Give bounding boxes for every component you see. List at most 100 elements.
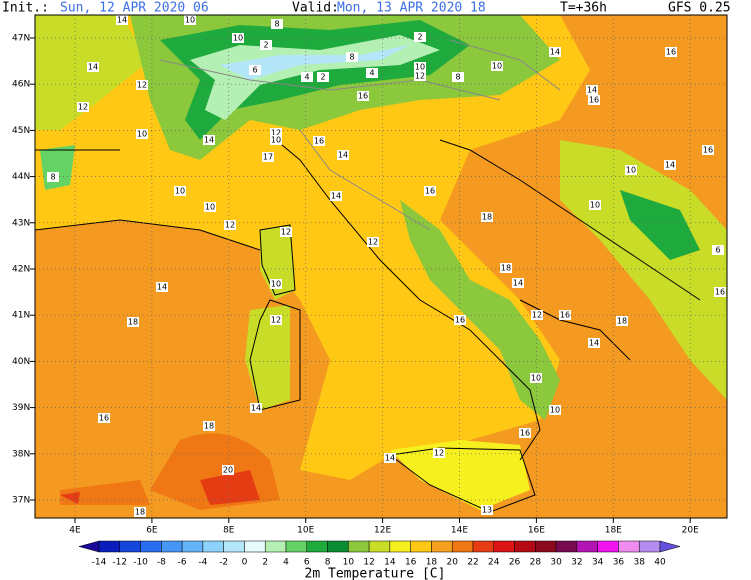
colorbar-box [202, 540, 224, 553]
contour-label-bg [712, 245, 724, 255]
contour-label: 12 [415, 72, 425, 81]
colorbar-box [306, 540, 328, 553]
contour-label-bg [136, 129, 148, 139]
contour-label: 16 [99, 414, 109, 423]
contour-label-bg [616, 316, 628, 326]
lat-label: 42N [12, 265, 30, 275]
contour-label-bg [491, 61, 503, 71]
contour-label: 14 [665, 161, 675, 170]
colorbar-box [535, 540, 557, 553]
contour-label-bg [224, 220, 236, 230]
colorbar-tick-label: 0 [242, 558, 248, 568]
contour-label: 4 [304, 73, 309, 82]
contour-label: 14 [550, 48, 560, 57]
contour-label: 10 [415, 63, 425, 72]
contour-label: 14 [385, 454, 395, 463]
contour-label-bg [204, 202, 216, 212]
contour-label: 12 [281, 228, 291, 237]
lon-label: 20E [682, 526, 699, 536]
colorbar-tick-label: 30 [550, 558, 562, 568]
colorbar-tick-label: 12 [363, 558, 374, 568]
lat-label: 47N [12, 34, 30, 44]
contour-label-bg [203, 421, 215, 431]
contour-label-bg [414, 62, 426, 72]
zone [220, 45, 410, 80]
contour-label: 12 [368, 238, 378, 247]
colorbar-tick-label: 8 [325, 558, 331, 568]
colorbar-box [98, 540, 121, 553]
zone [560, 140, 727, 400]
colorbar-tick-label: 36 [613, 558, 625, 568]
contour-label: 8 [455, 73, 460, 82]
contour-label: 6 [715, 246, 720, 255]
contour-label: 12 [271, 316, 281, 325]
colorbar-tick-label: 22 [467, 558, 478, 568]
contour-label-bg [549, 47, 561, 57]
contour-label: 14 [204, 136, 214, 145]
contour-label-bg [330, 191, 342, 201]
colorbar-box [348, 540, 370, 553]
contour-label-bg [77, 102, 89, 112]
colorbar-box [223, 540, 245, 553]
contour-label: 10 [550, 406, 560, 415]
contour-label-bg [414, 71, 426, 81]
contour-label: 10 [492, 62, 502, 71]
map-frame [34, 14, 728, 519]
contour-label-bg [203, 135, 215, 145]
colorbar-box [493, 540, 515, 553]
colorbar-box [514, 540, 536, 553]
colorbar-tick-label: 2 [262, 558, 268, 568]
contour-label: 10 [590, 201, 600, 210]
colorbar-tick-label: 6 [304, 558, 310, 568]
contour-label: 18 [482, 213, 492, 222]
colorbar-tick-label: -10 [133, 558, 148, 568]
contour-label: 12 [271, 129, 281, 138]
contour-label-bg [87, 62, 99, 72]
contour-label-bg [337, 150, 349, 160]
contour-label-bg [512, 278, 524, 288]
lon-label: 14E [451, 526, 468, 536]
lon-label: 18E [605, 526, 622, 536]
colorbar-tick-label: -14 [92, 558, 107, 568]
colorbar-box [618, 540, 640, 553]
init-time: Sun, 12 APR 2020 06 [60, 1, 209, 16]
contour-label-bg [249, 65, 261, 75]
contour-label-bg [174, 186, 186, 196]
zone [35, 15, 150, 130]
lat-label: 40N [12, 357, 30, 367]
contour-label-bg [589, 200, 601, 210]
contour-label: 12 [434, 449, 444, 458]
contour-label-bg [270, 135, 282, 145]
contour-label: 8 [274, 20, 279, 29]
contour-label: 14 [587, 86, 597, 95]
colorbar-box [451, 540, 474, 553]
colorbar-box [638, 540, 661, 553]
contour-label: 14 [331, 192, 341, 201]
contour-label: 10 [137, 130, 147, 139]
lat-label: 45N [12, 126, 30, 136]
colorbar-tick-label: -12 [112, 558, 127, 568]
contour-label-bg [301, 72, 313, 82]
contour-label-bg [367, 237, 379, 247]
contour-label-bg [270, 315, 282, 325]
contour-label-bg [665, 47, 677, 57]
contour-label-bg [625, 165, 637, 175]
contour-label-bg [271, 19, 283, 29]
contour-label: 12 [532, 311, 542, 320]
contour-label: 16 [560, 311, 570, 320]
colorbar-box [410, 540, 432, 553]
contour-label: 2 [263, 41, 268, 50]
contour-label: 6 [252, 66, 257, 75]
contour-label: 16 [666, 48, 676, 57]
colorbar-box [161, 540, 183, 553]
contour-label-bg [270, 279, 282, 289]
contour-label: 14 [589, 339, 599, 348]
contour-label: 14 [513, 279, 523, 288]
contour-label: 16 [715, 288, 725, 297]
lon-label: 8E [223, 526, 235, 536]
contour-label-bg [250, 403, 262, 413]
contour-label-bg [280, 227, 292, 237]
colorbar-box [327, 540, 349, 553]
